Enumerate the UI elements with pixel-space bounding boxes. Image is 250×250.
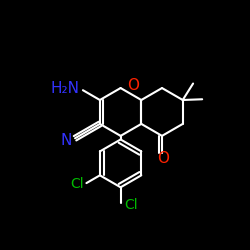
Text: Cl: Cl (71, 177, 84, 191)
Text: H₂N: H₂N (51, 80, 80, 96)
Text: N: N (60, 133, 72, 148)
Text: Cl: Cl (124, 198, 138, 212)
Text: O: O (127, 78, 139, 93)
Text: O: O (157, 151, 169, 166)
